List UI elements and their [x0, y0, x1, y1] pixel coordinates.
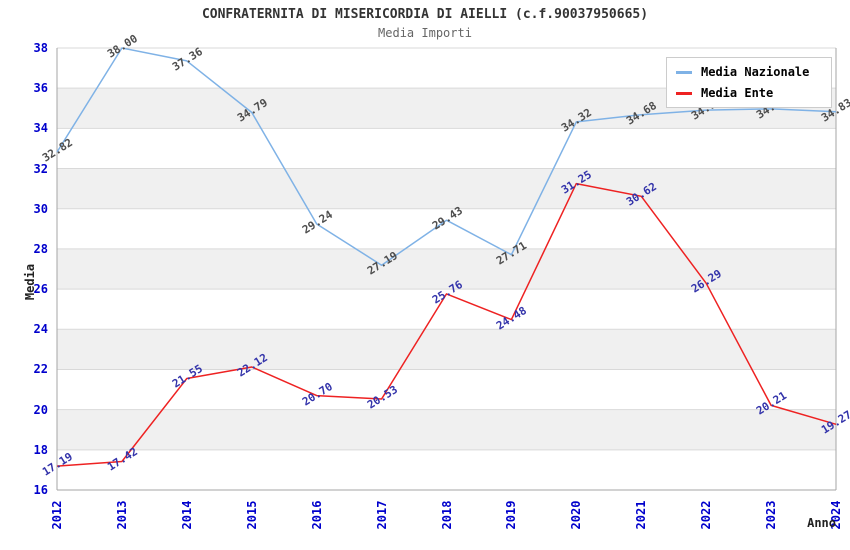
chart-title: CONFRATERNITA DI MISERICORDIA DI AIELLI …	[201, 7, 649, 22]
y-tick-label: 20	[33, 402, 48, 417]
data-point-label: 24.48	[494, 303, 530, 333]
data-point-label: 34.68	[624, 98, 660, 128]
x-tick-label: 2018	[439, 500, 454, 530]
y-tick-label: 24	[33, 322, 48, 337]
y-tick-label: 22	[33, 362, 48, 377]
y-tick-label: 36	[33, 81, 48, 96]
x-tick-label: 2014	[179, 500, 194, 530]
y-tick-label: 18	[33, 442, 48, 457]
legend-item-media-nazionale: Media Nazionale	[676, 65, 822, 79]
y-tick-label: 38	[33, 41, 48, 55]
data-point-label: 32.82	[40, 136, 75, 165]
background-band	[57, 449, 836, 490]
data-point-label: 38.00	[104, 31, 140, 61]
data-point-label: 26.29	[689, 267, 725, 296]
x-tick-label: 2015	[244, 500, 259, 530]
y-tick-label: 28	[33, 241, 48, 256]
x-tick-label: 2017	[374, 500, 389, 530]
y-tick-label: 30	[33, 201, 48, 216]
data-point-label: 22.12	[234, 351, 270, 380]
y-tick-label: 34	[33, 121, 48, 136]
data-point-label: 27.19	[364, 249, 400, 278]
x-tick-label: 2022	[699, 500, 714, 530]
x-axis-title: Anno	[807, 516, 836, 530]
x-tick-label: 2019	[504, 500, 519, 530]
data-point-label: 34.79	[234, 96, 270, 126]
data-point-label: 25.76	[429, 277, 465, 307]
data-point-label: 19.27	[819, 408, 850, 437]
x-tick-label: 2013	[114, 500, 129, 530]
background-band	[57, 168, 836, 209]
background-band	[57, 128, 836, 169]
background-band	[57, 329, 836, 370]
y-axis-title: Media	[23, 263, 37, 301]
data-point-label: 20.70	[299, 379, 335, 409]
background-band	[57, 208, 836, 249]
media-nazionale-line-swatch	[676, 70, 692, 74]
background-band	[57, 369, 836, 410]
data-point-label: 30.62	[624, 180, 660, 209]
x-tick-label: 2021	[634, 500, 649, 530]
legend-item-media-ente: Media Ente	[676, 86, 822, 100]
y-tick-label: 32	[33, 161, 48, 176]
data-point-label: 37.36	[169, 44, 205, 74]
data-point-label: 20.21	[754, 389, 790, 418]
media-ente-line-swatch	[676, 91, 692, 95]
x-tick-label: 2020	[569, 500, 584, 530]
data-point-label: 34.32	[559, 105, 595, 135]
data-point-label: 17.42	[104, 445, 140, 475]
x-tick-label: 2016	[309, 500, 324, 530]
legend-label-media-nazionale: Media Nazionale	[701, 65, 810, 79]
data-point-label: 20.53	[364, 382, 400, 412]
data-point-label: 29.43	[429, 204, 465, 233]
legend-label-media-ente: Media Ente	[701, 86, 774, 100]
x-tick-label: 2012	[50, 500, 64, 530]
series-line-media-nazionale	[56, 47, 837, 266]
y-tick-label: 16	[33, 483, 48, 497]
data-point-label: 21.55	[169, 362, 205, 392]
series-line-media-ente	[56, 182, 837, 467]
chart-subtitle: Media Importi	[378, 26, 472, 40]
data-point-label: 31.25	[559, 167, 595, 197]
background-band	[57, 409, 836, 450]
data-point-label: 27.71	[494, 238, 530, 268]
y-tick-label: 26	[33, 282, 48, 297]
legend: Media Nazionale Media Ente	[666, 57, 832, 108]
data-point-label: 29.24	[299, 207, 335, 237]
background-band	[57, 289, 836, 330]
